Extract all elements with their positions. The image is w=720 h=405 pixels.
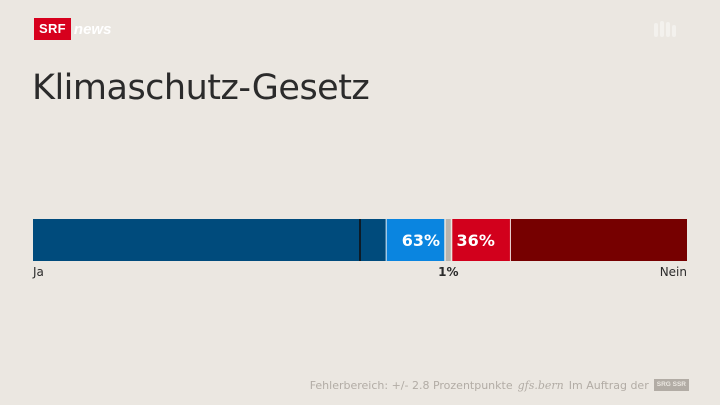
sign-language-icon — [654, 21, 676, 37]
data-label-nein: 36% — [457, 231, 495, 250]
bar-segment-ja-dark — [33, 219, 387, 261]
data-label-ja: 63% — [402, 231, 440, 250]
data-label-undecided: 1% — [438, 265, 458, 279]
axis-label-nein: Nein — [660, 265, 687, 279]
gfs-bern-logo: gfs.bern — [517, 378, 564, 392]
error-margin-text: Fehlerbereich: +/- 2.8 Prozentpunkte — [309, 378, 513, 392]
bar-segment-nein-light — [451, 219, 511, 261]
bar-segment-ja-light — [386, 219, 446, 261]
srf-news-logo: SRF news — [34, 18, 111, 40]
commission-text: Im Auftrag der — [568, 378, 649, 392]
page-title: Klimaschutz-Gesetz — [32, 68, 370, 108]
srf-logo-box: SRF — [34, 18, 71, 40]
bar-segment-nein-dark — [510, 219, 687, 261]
news-logo-text: news — [73, 20, 112, 38]
srg-ssr-badge: SRG SSR — [653, 379, 689, 391]
footer: Fehlerbereich: +/- 2.8 Prozentpunkte gfs… — [310, 377, 689, 393]
axis-label-ja: Ja — [32, 265, 44, 279]
bar-segment-undecided — [445, 219, 452, 261]
